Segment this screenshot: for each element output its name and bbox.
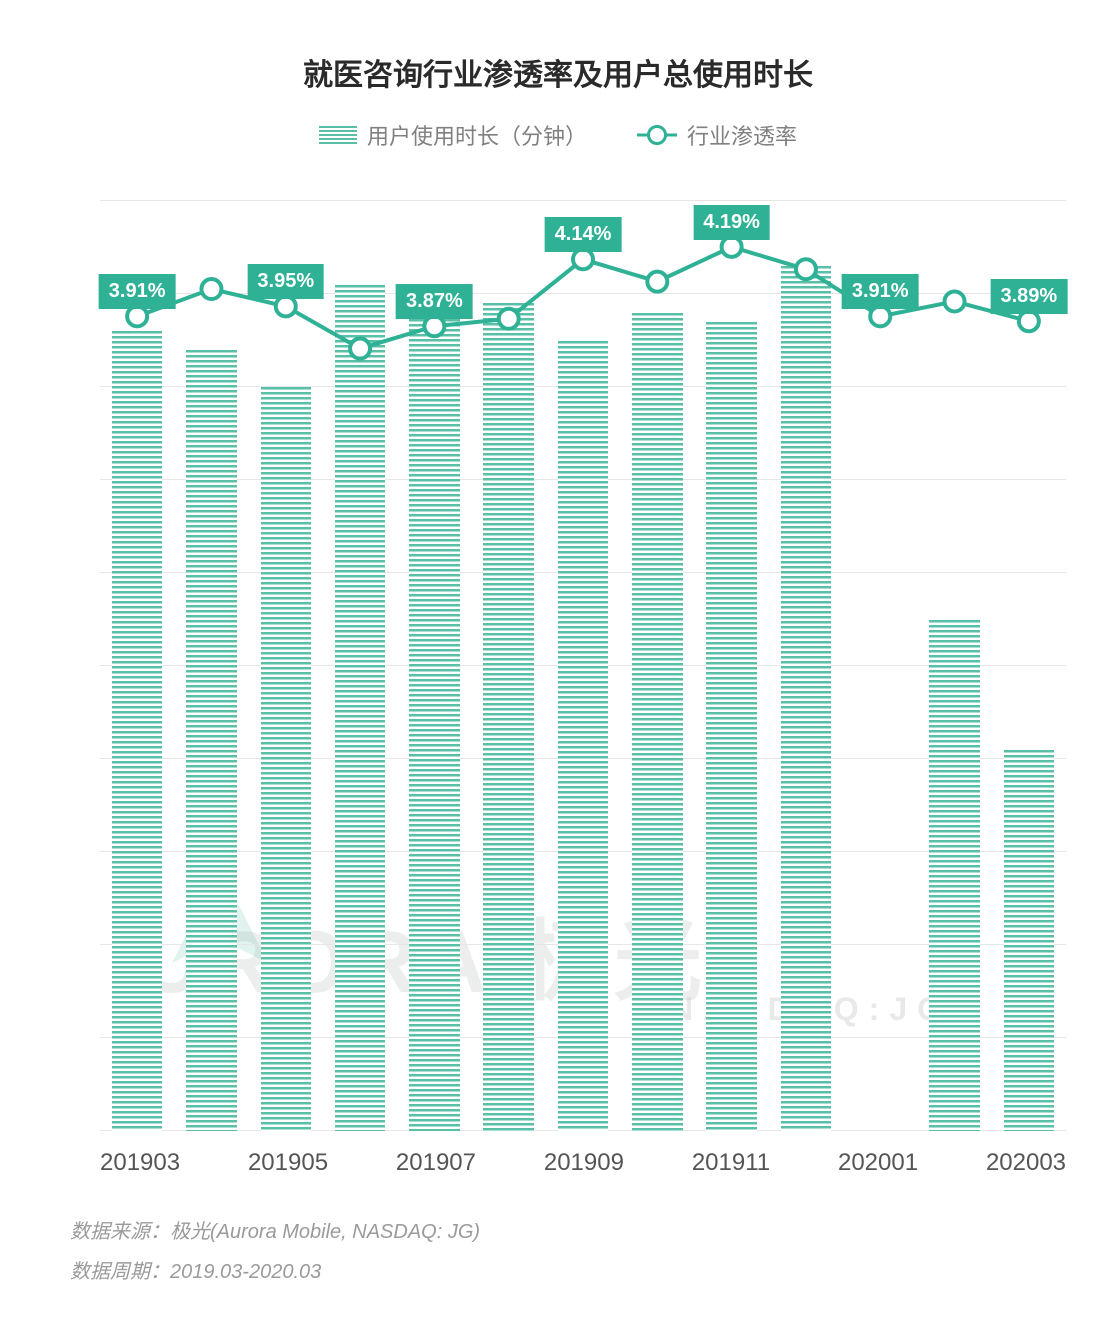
pct-label: 3.91%	[99, 274, 176, 309]
x-tick	[476, 1131, 544, 1191]
legend-line-label: 行业渗透率	[687, 119, 797, 151]
line-layer	[100, 201, 1066, 1131]
x-tick: 201905	[248, 1131, 328, 1191]
line-marker	[424, 316, 444, 336]
legend: 用户使用时长（分钟） 行业渗透率	[50, 119, 1066, 151]
line-marker	[127, 306, 147, 326]
footer-source: 数据来源：极光(Aurora Mobile, NASDAQ: JG)	[70, 1212, 480, 1252]
line-marker	[647, 272, 667, 292]
x-tick	[328, 1131, 396, 1191]
legend-item-line: 行业渗透率	[637, 119, 797, 151]
line-marker	[276, 296, 296, 316]
pct-label: 4.14%	[545, 217, 622, 252]
plot-area: URORA 极光 NASDAQ:JG 3.91%3.95%3.87%4.14%4…	[50, 201, 1066, 1191]
pct-label: 4.19%	[693, 205, 770, 240]
line-marker	[201, 279, 221, 299]
line-marker	[722, 237, 742, 257]
x-tick	[770, 1131, 838, 1191]
line-marker	[945, 291, 965, 311]
chart-container: 就医咨询行业渗透率及用户总使用时长 用户使用时长（分钟） 行业渗透率 URORA…	[0, 0, 1116, 1342]
chart-title: 就医咨询行业渗透率及用户总使用时长	[50, 50, 1066, 94]
x-tick: 201907	[396, 1131, 476, 1191]
legend-item-bars: 用户使用时长（分钟）	[319, 119, 587, 151]
x-tick	[180, 1131, 248, 1191]
x-tick	[624, 1131, 692, 1191]
line-marker	[870, 306, 890, 326]
x-tick: 201909	[544, 1131, 624, 1191]
plot-inner: 3.91% 3.95% 3.87% 4.14% 4.19% 3.91% 3.89%	[100, 201, 1066, 1131]
pct-label: 3.87%	[396, 284, 473, 319]
pct-label: 3.91%	[842, 274, 919, 309]
line-marker	[573, 249, 593, 269]
footer-period: 数据周期：2019.03-2020.03	[70, 1252, 480, 1292]
x-tick: 202003	[986, 1131, 1066, 1191]
footer: 数据来源：极光(Aurora Mobile, NASDAQ: JG) 数据周期：…	[70, 1212, 480, 1292]
x-tick: 202001	[838, 1131, 918, 1191]
x-axis: 201903 201905 201907 201909 201911 202001 2020…	[100, 1131, 1066, 1191]
legend-bar-label: 用户使用时长（分钟）	[367, 119, 587, 151]
pct-label: 3.89%	[990, 279, 1067, 314]
x-tick: 201911	[692, 1131, 770, 1191]
x-tick: 201903	[100, 1131, 180, 1191]
legend-bar-icon	[319, 126, 357, 144]
pct-label: 3.95%	[247, 264, 324, 299]
legend-line-icon	[637, 125, 677, 145]
x-tick	[918, 1131, 986, 1191]
line-marker	[1019, 311, 1039, 331]
line-marker	[796, 259, 816, 279]
line-marker	[499, 309, 519, 329]
line-marker	[350, 339, 370, 359]
